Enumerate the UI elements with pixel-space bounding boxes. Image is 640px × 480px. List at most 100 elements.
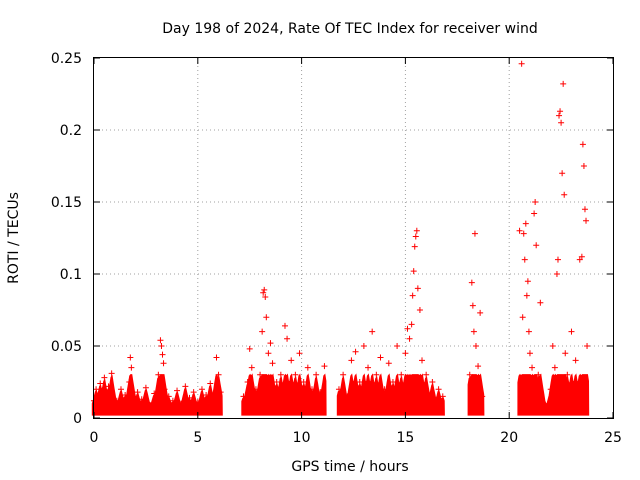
dense-point-band	[241, 373, 327, 416]
data-point	[127, 354, 134, 361]
data-point	[520, 230, 527, 237]
data-point	[472, 343, 479, 349]
data-point	[580, 163, 587, 169]
data-point	[261, 286, 268, 293]
data-point	[317, 389, 324, 396]
data-point	[105, 383, 112, 390]
x-tick-label: 10	[293, 430, 311, 446]
data-point	[348, 357, 355, 364]
data-point	[178, 400, 185, 407]
data-point	[470, 328, 477, 335]
data-point	[340, 371, 347, 378]
data-point	[519, 314, 526, 321]
data-point	[369, 328, 376, 335]
data-point	[373, 371, 380, 378]
x-tick-label: 0	[90, 430, 99, 446]
data-point	[413, 227, 420, 234]
data-point	[435, 386, 442, 393]
data-point	[416, 307, 423, 313]
data-point	[479, 393, 486, 400]
data-point	[155, 371, 162, 378]
data-point	[174, 387, 181, 394]
data-point	[394, 343, 401, 349]
data-point	[557, 108, 564, 115]
data-point	[516, 227, 523, 234]
data-point	[151, 390, 158, 397]
data-point	[246, 345, 253, 352]
data-point	[524, 278, 531, 285]
data-point	[583, 217, 590, 224]
dense-point-band	[336, 373, 445, 416]
data-point	[277, 371, 284, 378]
chart-title: Day 198 of 2024, Rate Of TEC Index for r…	[162, 21, 537, 37]
x-tick-label: 15	[396, 430, 414, 446]
dense-point-band	[517, 373, 590, 416]
data-point	[252, 386, 259, 393]
data-point	[101, 374, 108, 381]
data-point	[579, 141, 586, 148]
data-point	[556, 112, 563, 119]
data-point	[518, 60, 525, 67]
dense-point-bands	[91, 373, 590, 416]
data-point	[161, 386, 168, 393]
data-point	[547, 386, 554, 393]
y-tick-label: 0.25	[51, 51, 82, 67]
y-tick-label: 0.2	[60, 123, 82, 139]
data-point	[284, 335, 291, 342]
plot-frame	[93, 57, 614, 419]
data-point	[526, 350, 533, 357]
data-point	[97, 380, 104, 387]
data-point	[165, 393, 172, 400]
y-tick-label: 0	[73, 411, 82, 427]
data-point	[553, 271, 560, 277]
data-point	[122, 391, 129, 398]
data-point	[257, 371, 264, 378]
data-point	[207, 380, 214, 387]
data-point	[522, 220, 529, 227]
data-point	[259, 328, 266, 335]
data-point	[248, 364, 255, 371]
data-point	[240, 393, 247, 400]
data-point	[198, 386, 205, 393]
data-point	[409, 292, 416, 299]
x-tick-label: 20	[500, 430, 518, 446]
data-point	[408, 321, 415, 328]
data-point	[107, 389, 114, 396]
data-point	[308, 386, 315, 393]
data-point	[549, 343, 556, 349]
data-point	[381, 386, 388, 393]
data-point	[321, 363, 328, 370]
data-point	[292, 371, 299, 378]
data-point	[108, 370, 115, 377]
data-point	[414, 285, 421, 292]
y-tick-label: 0.15	[51, 195, 82, 211]
axis-ticks: 0 5 10 15 20 25 0 0.05 0.1 0.15 0.2 0.25	[51, 51, 622, 446]
data-point	[385, 360, 392, 367]
data-point	[296, 350, 303, 357]
x-tick-label: 25	[604, 430, 622, 446]
data-point	[578, 253, 585, 260]
data-point	[130, 400, 137, 407]
data-point	[288, 357, 295, 364]
data-point	[215, 371, 222, 378]
data-point	[352, 348, 359, 355]
data-point	[117, 386, 124, 393]
data-point	[360, 343, 367, 349]
data-point	[521, 256, 528, 263]
data-point	[211, 397, 218, 404]
data-point	[419, 357, 426, 364]
data-point	[335, 386, 342, 393]
data-point	[142, 384, 149, 391]
data-point	[402, 350, 409, 357]
data-point	[532, 199, 539, 205]
data-point	[581, 206, 588, 213]
data-point	[406, 335, 413, 342]
data-point	[103, 400, 110, 407]
data-point	[529, 364, 536, 371]
data-point	[475, 363, 482, 370]
data-point	[273, 379, 280, 385]
data-point	[365, 364, 372, 371]
data-point	[429, 379, 436, 385]
x-axis-label: GPS time / hours	[291, 459, 408, 475]
data-point	[190, 389, 197, 396]
